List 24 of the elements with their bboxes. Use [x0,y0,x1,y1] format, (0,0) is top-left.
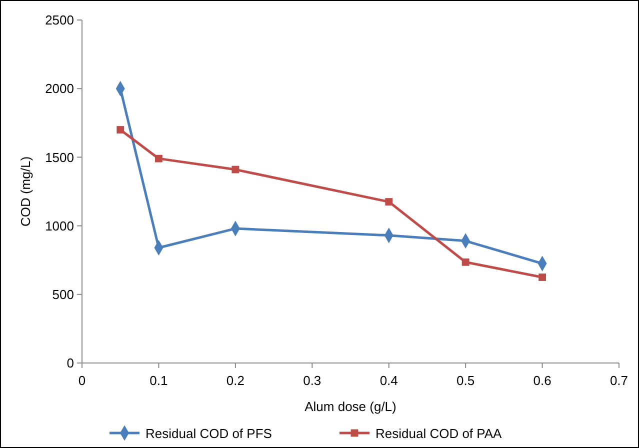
y-tick-label: 1000 [45,218,74,234]
y-axis-title: COD (mg/L) [18,156,33,227]
point [385,198,393,206]
x-tick-label: 0.7 [610,373,628,388]
point [116,126,124,134]
x-tick-label: 0.1 [150,373,168,388]
x-tick-label: 0.5 [456,373,475,388]
point [232,166,240,174]
point [155,154,162,162]
y-tick-label: 1500 [45,150,74,165]
y-tick-label: 500 [52,286,74,302]
x-tick-label: 0.6 [533,373,552,388]
point [538,274,546,281]
x-axis-title: Alum dose (g/L) [304,399,396,414]
legend-label: Residual COD of PAA [376,426,502,441]
x-tick-label: 0.4 [380,373,398,388]
x-tick-label: 0.3 [303,373,322,388]
y-tick-label: 0 [66,356,74,371]
legend-label: Residual COD of PFS [146,426,272,441]
x-tick-label: 0.2 [226,373,244,388]
point [462,258,470,266]
y-tick-label: 2000 [45,81,74,96]
x-tick-label: 0 [78,373,86,388]
y-tick-label: 2500 [45,12,74,28]
